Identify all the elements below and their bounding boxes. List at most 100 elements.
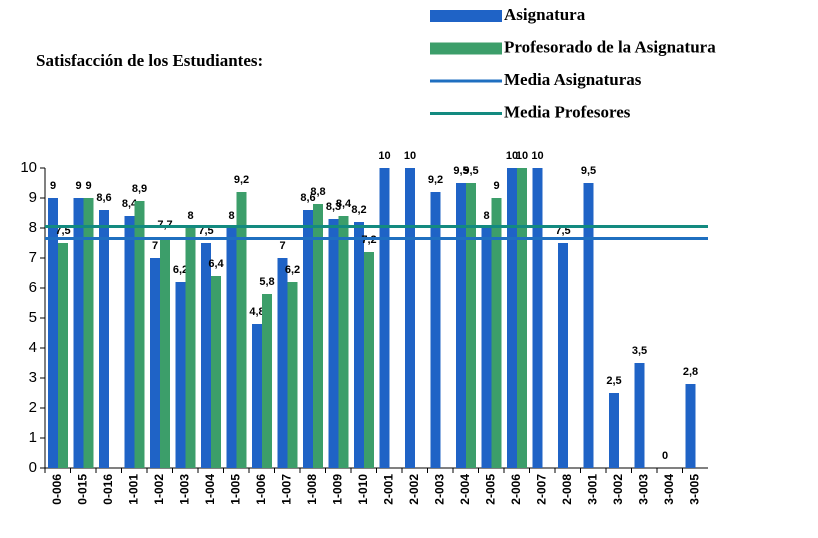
y-tick-label: 7 — [29, 249, 37, 266]
bar — [236, 192, 247, 468]
value-label: 10 — [506, 150, 518, 162]
value-label: 6,2 — [173, 264, 188, 276]
bar — [175, 282, 186, 468]
bar — [150, 258, 160, 468]
x-tick-label: 1-002 — [152, 474, 166, 505]
value-label: 4,8 — [249, 306, 264, 318]
y-tick-label: 9 — [29, 189, 37, 206]
x-tick-label: 1-008 — [305, 474, 319, 505]
bar — [262, 294, 272, 468]
x-tick-label: 1-005 — [228, 474, 242, 505]
value-label: 9,2 — [234, 174, 249, 186]
bar — [430, 192, 441, 468]
y-tick-label: 10 — [20, 159, 37, 176]
value-label: 8 — [483, 210, 489, 222]
bar — [73, 198, 84, 468]
bar — [481, 228, 492, 468]
legend-label: Asignatura — [504, 5, 586, 24]
bar — [185, 228, 196, 468]
value-label: 8,6 — [300, 192, 315, 204]
x-tick-label: 1-010 — [356, 474, 370, 505]
bar — [405, 168, 415, 468]
value-label: 0 — [662, 450, 668, 462]
bar — [226, 228, 237, 468]
bar — [466, 183, 476, 468]
bar — [364, 252, 374, 468]
value-label: 9,5 — [453, 165, 468, 177]
value-label: 10 — [404, 150, 416, 162]
y-tick-label: 6 — [29, 279, 37, 296]
x-tick-label: 1-001 — [126, 474, 140, 505]
bar — [558, 243, 568, 468]
bar — [160, 237, 170, 468]
value-label: 8,8 — [310, 186, 325, 198]
value-label: 8 — [187, 210, 193, 222]
value-label: 10 — [531, 150, 543, 162]
bar — [124, 216, 135, 468]
x-tick-label: 2-007 — [534, 474, 548, 505]
bar — [252, 324, 262, 468]
value-label: 9,5 — [581, 165, 596, 177]
value-label: 7 — [152, 240, 158, 252]
legend-swatch — [430, 10, 502, 22]
bar — [634, 363, 645, 468]
bar — [583, 183, 594, 468]
bar — [277, 258, 288, 468]
bar — [491, 198, 502, 468]
x-tick-label: 3-001 — [585, 474, 599, 505]
value-label: 9,5 — [463, 165, 478, 177]
value-label: 9 — [75, 180, 81, 192]
bar — [134, 201, 145, 468]
x-tick-label: 3-004 — [662, 474, 676, 505]
value-label: 8,9 — [132, 183, 147, 195]
bar — [379, 168, 390, 468]
value-label: 8,6 — [96, 192, 111, 204]
x-tick-label: 1-006 — [254, 474, 268, 505]
bar — [328, 219, 339, 468]
bar — [609, 393, 619, 468]
x-tick-label: 1-007 — [279, 474, 293, 505]
bar — [354, 222, 364, 468]
x-tick-label: 2-004 — [458, 474, 472, 505]
legend-label: Profesorado de la Asignatura — [504, 37, 716, 56]
legend-swatch — [430, 42, 502, 55]
value-label: 6,2 — [285, 264, 300, 276]
value-label: 6,4 — [208, 258, 224, 270]
value-label: 8,3 — [326, 201, 341, 213]
y-tick-label: 5 — [29, 309, 37, 326]
value-label: 9 — [493, 180, 499, 192]
x-tick-label: 2-005 — [483, 474, 497, 505]
x-tick-label: 2-003 — [432, 474, 446, 505]
value-label: 3,5 — [632, 345, 647, 357]
bar — [58, 243, 68, 468]
value-label: 7,7 — [157, 219, 172, 231]
legend-label: Media Asignaturas — [504, 70, 642, 89]
value-label: 9,2 — [428, 174, 443, 186]
value-label: 2,5 — [606, 375, 621, 387]
legend-label: Media Profesores — [504, 102, 631, 121]
value-label: 2,8 — [683, 366, 698, 378]
y-tick-label: 1 — [29, 429, 37, 446]
bar — [313, 204, 323, 468]
bar — [517, 168, 527, 468]
value-label: 10 — [516, 150, 528, 162]
bar — [456, 183, 466, 468]
bar — [303, 210, 313, 468]
x-tick-label: 3-002 — [611, 474, 625, 505]
x-tick-label: 2-006 — [509, 474, 523, 505]
y-tick-label: 8 — [29, 219, 37, 236]
y-tick-label: 0 — [29, 459, 37, 476]
value-label: 7 — [279, 240, 285, 252]
value-label: 8,2 — [351, 204, 366, 216]
x-tick-label: 2-002 — [407, 474, 421, 505]
bar — [48, 198, 58, 468]
value-label: 8,4 — [122, 198, 138, 210]
value-label: 9 — [50, 180, 56, 192]
x-tick-label: 0-015 — [75, 474, 89, 505]
value-label: 5,8 — [259, 276, 274, 288]
x-tick-label: 2-008 — [560, 474, 574, 505]
value-label: 9 — [85, 180, 91, 192]
bar — [83, 198, 94, 468]
y-tick-label: 3 — [29, 369, 37, 386]
